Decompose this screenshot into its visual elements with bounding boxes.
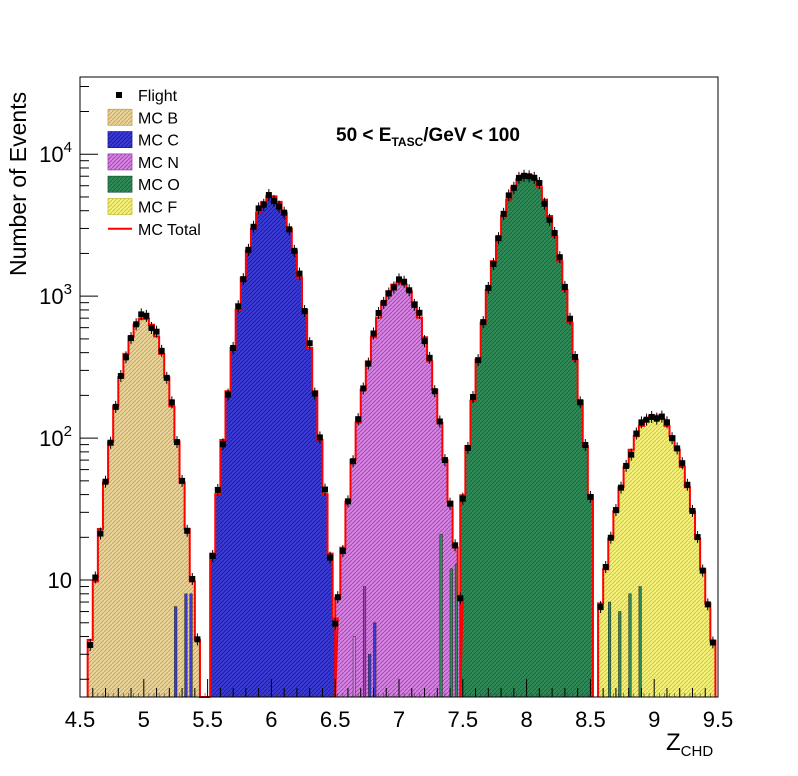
mc-fill-mc-n [335,282,463,697]
legend-item-mc-c: MC C [107,131,179,150]
x-tick-label: 5.5 [192,707,223,732]
legend-label: MC Total [138,222,201,239]
x-tick-label: 4.5 [65,707,96,732]
legend-item-mc-f: MC F [107,198,177,217]
x-tick-label: 8.5 [575,707,606,732]
legend: Flight MC B MC C MC N MC O MC F MC Total [107,88,201,239]
x-axis-ticks: 4.5 5 5.5 6 6.5 7 7.5 8 8.5 9 9.5 [65,679,734,732]
mc-leak-bar [628,593,632,698]
flight-points [87,169,716,652]
legend-swatch [107,153,133,171]
mc-total-segment [209,195,339,698]
x-tick-label: 6.5 [320,707,351,732]
x-tick-label: 7.5 [448,707,479,732]
x-tick-label: 9.5 [703,707,734,732]
mc-leak-bar [638,586,642,698]
mc-leak-bar [439,534,443,698]
y-axis-label: Number of Events [5,92,31,276]
y-tick-label: 10 [48,568,72,593]
legend-label: MC C [138,133,179,150]
mc-leak-bar [189,593,193,698]
x-tick-label: 7 [393,707,405,732]
mc-fill-mc-f [598,415,716,697]
mc-fill-mc-c [210,196,338,698]
legend-item-mc-o: MC O [107,175,180,194]
mc-leak-bar [352,636,356,698]
y-tick-label: 102 [39,423,72,451]
mc-leak-bar [449,568,453,698]
legend-label: MC N [138,155,179,172]
energy-annotation: 50 < ETASC/GeV < 100 [336,125,520,149]
y-tick-label: 104 [39,139,72,167]
mc-leak-bar [363,586,367,698]
legend-label: MC O [138,177,180,194]
legend-swatch [107,108,133,126]
legend-swatch [107,198,133,215]
mc-fill-mc-b [87,318,211,697]
mc-leak-bar [608,601,612,698]
x-tick-label: 6 [265,707,277,732]
x-tick-label: 9 [648,707,660,732]
y-axis-ticks: 10 102 103 104 [39,86,98,680]
legend-swatch [107,175,133,193]
legend-item-mc-total: MC Total [108,222,201,239]
mc-leak-bar [373,622,377,698]
x-axis-label: ZCHD [666,729,713,760]
mc-fill-mc-o [460,174,593,698]
legend-swatch [107,131,133,149]
legend-label: Flight [138,88,178,105]
legend-label: MC B [138,110,178,127]
legend-label: MC F [138,200,177,217]
y-tick-label: 103 [39,281,72,309]
legend-item-flight: Flight [116,88,178,105]
mc-leak-bar [184,593,188,698]
mc-leak-bar [174,606,178,698]
legend-item-mc-b: MC B [107,108,178,127]
mc-leak-bar [368,654,372,698]
mc-leak-bar [618,611,622,698]
mc-fill-layer [87,174,716,698]
x-tick-label: 5 [138,707,150,732]
x-tick-label: 8 [520,707,532,732]
legend-marker [116,92,122,98]
legend-item-mc-n: MC N [107,153,179,172]
